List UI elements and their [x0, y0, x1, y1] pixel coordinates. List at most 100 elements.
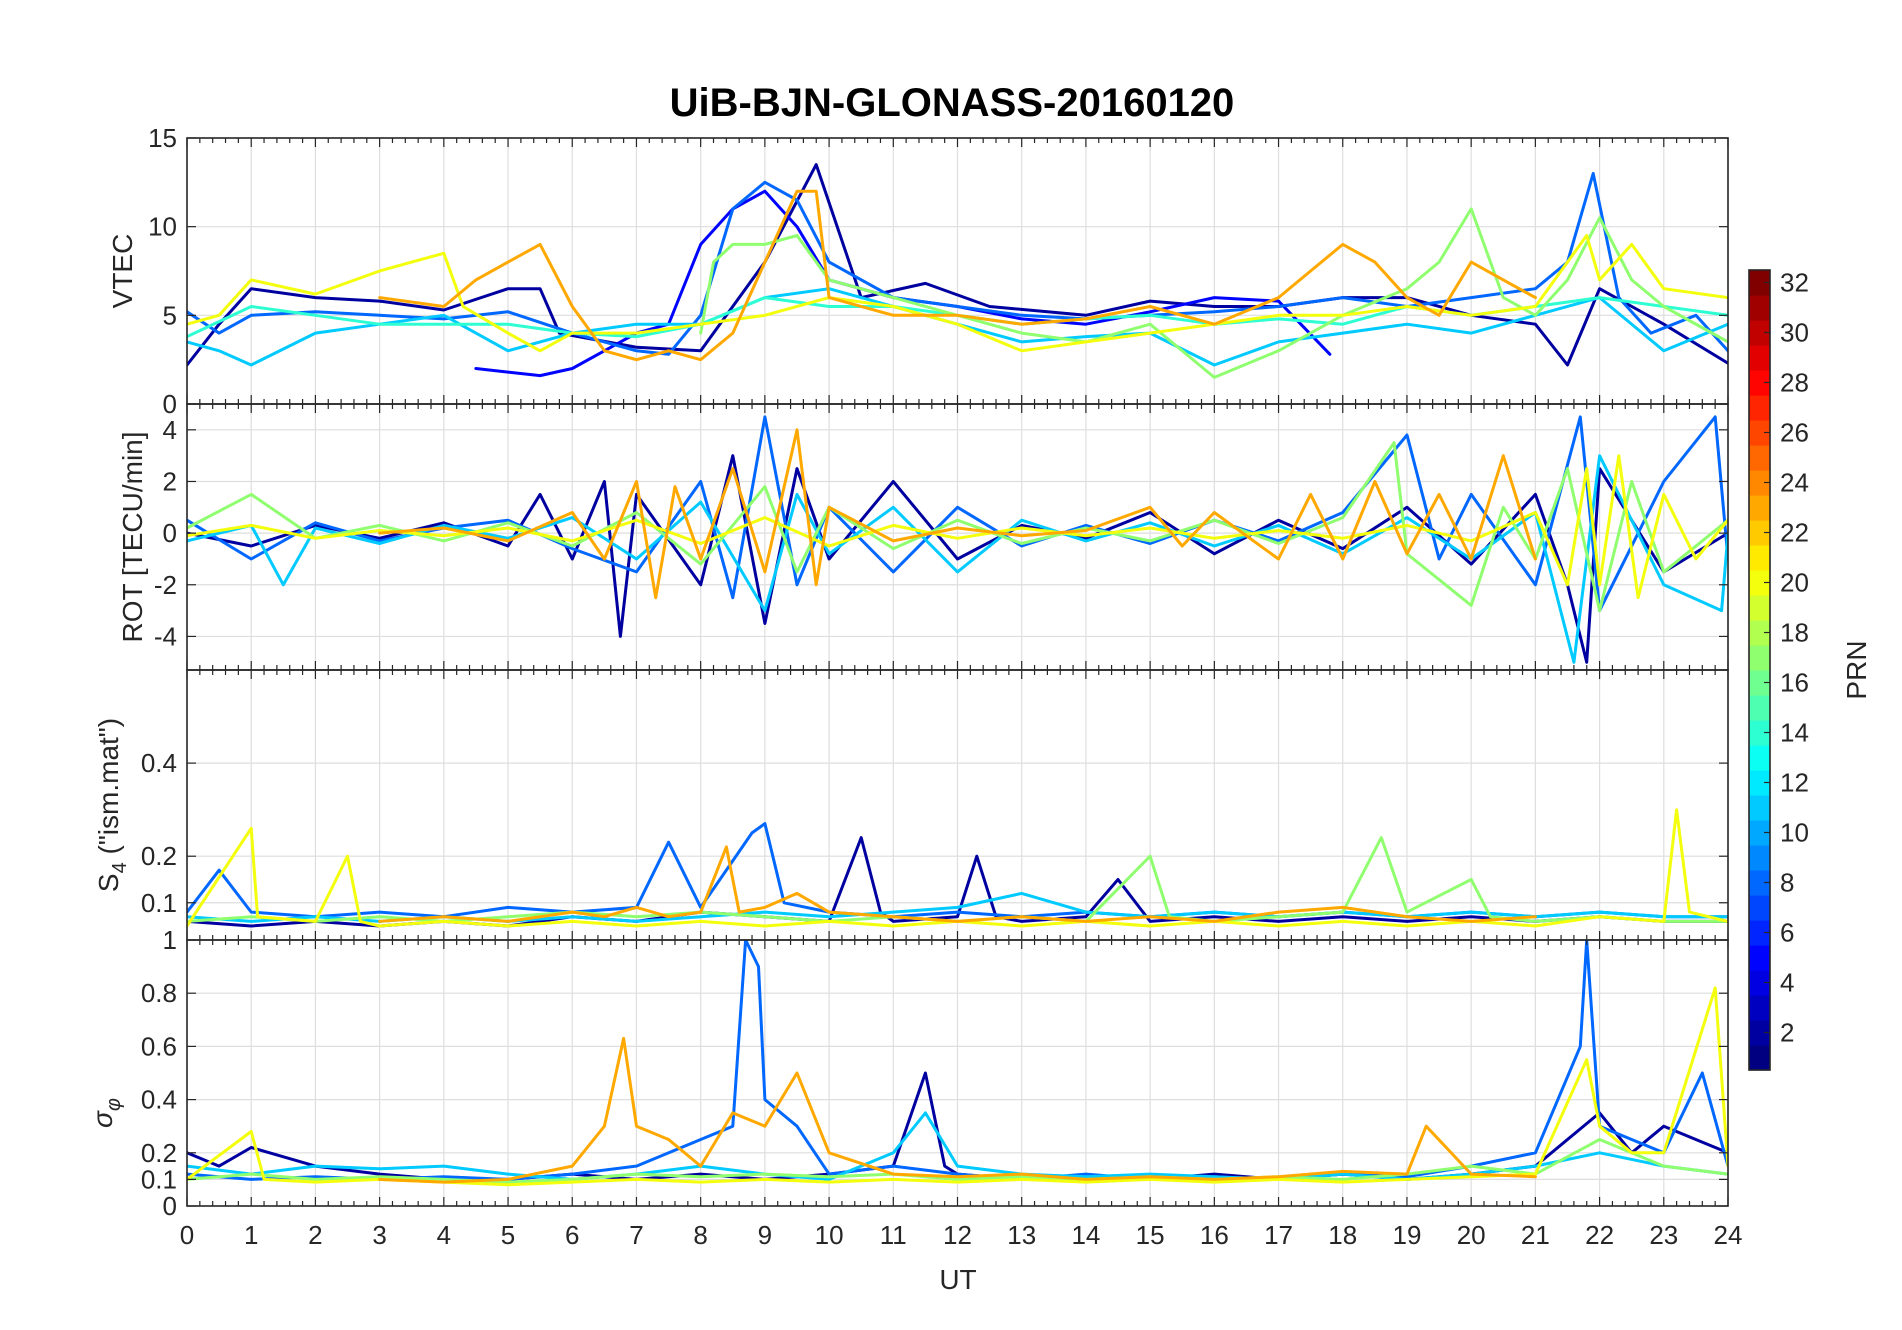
colorbar-tick-label: 30 [1780, 318, 1809, 348]
x-axis-label: UT [939, 1264, 976, 1295]
colorbar-tick-label: 4 [1780, 968, 1794, 998]
traces [187, 415, 1728, 664]
y-label-part: ("ism.mat") [93, 718, 124, 862]
series-prn-20 [187, 454, 1728, 600]
x-tick-label: 1 [244, 1220, 258, 1250]
colorbar-frame [1748, 269, 1771, 1071]
y-tick-label: 0.2 [141, 841, 177, 871]
x-tick-label: 22 [1585, 1220, 1614, 1250]
x-tick-label: 18 [1328, 1220, 1357, 1250]
y-tick-label: 0 [163, 389, 177, 419]
y-label-part: S [93, 873, 124, 892]
x-tick-label: 5 [501, 1220, 515, 1250]
colorbar-segment [1749, 745, 1770, 771]
colorbar-segment [1749, 545, 1770, 571]
series-prn-17 [187, 1138, 1728, 1184]
x-tick-label: 10 [815, 1220, 844, 1250]
y-tick-label: 4 [163, 415, 177, 445]
colorbar-segment [1749, 295, 1770, 321]
series-prn-11 [187, 454, 1728, 664]
colorbar-tick-label: 16 [1780, 668, 1809, 698]
x-tick-label: 4 [437, 1220, 451, 1250]
tick-marks [186, 939, 1729, 1207]
colorbar-tick-label: 10 [1780, 818, 1809, 848]
colorbar-segment [1749, 1020, 1770, 1046]
colorbar-segment [1749, 270, 1770, 296]
x-tick-label: 6 [565, 1220, 579, 1250]
chart-title: UiB-BJN-GLONASS-20160120 [670, 81, 1235, 125]
colorbar-segment [1749, 370, 1770, 396]
colorbar-segment [1749, 995, 1770, 1021]
tick-marks [186, 404, 1729, 670]
colorbar-segment [1749, 320, 1770, 346]
colorbar-tick-label: 24 [1780, 468, 1809, 498]
colorbar-tick-label: 32 [1780, 268, 1809, 298]
grid [186, 137, 1729, 405]
colorbar-segment [1749, 820, 1770, 846]
y-label-subscript: φ [103, 1098, 125, 1111]
series-prn-17 [699, 207, 1728, 379]
y-label-subscript: 4 [109, 862, 131, 873]
colorbar-segment [1749, 345, 1770, 371]
x-tick-label: 17 [1264, 1220, 1293, 1250]
series-prn-23 [378, 428, 1537, 600]
colorbar-segment [1749, 645, 1770, 671]
series-prn-20 [187, 808, 1728, 928]
colorbar-segment [1749, 845, 1770, 871]
colorbar-segment [1749, 445, 1770, 471]
y-tick-label: 0 [163, 518, 177, 548]
colorbar-segment [1749, 720, 1770, 746]
colorbar-tick-label: 6 [1780, 918, 1794, 948]
x-tick-label: 19 [1392, 1220, 1421, 1250]
y-tick-label: 0.2 [141, 1138, 177, 1168]
y-label-part: σ [87, 1110, 118, 1128]
x-tick-label: 14 [1071, 1220, 1100, 1250]
colorbar-tick-label: 2 [1780, 1018, 1794, 1048]
y-axis-label: S4 ("ism.mat") [93, 718, 131, 892]
colorbar-tick-label: 28 [1780, 368, 1809, 398]
x-tick-label: 20 [1457, 1220, 1486, 1250]
series-prn-11 [187, 1111, 1728, 1181]
colorbar-segment [1749, 1045, 1770, 1071]
colorbar-segment [1749, 870, 1770, 896]
colorbar-segment [1749, 570, 1770, 596]
colorbar-segment [1749, 795, 1770, 821]
y-tick-label: 5 [163, 300, 177, 330]
colorbar-segment [1749, 470, 1770, 496]
y-tick-label: 0 [163, 1191, 177, 1221]
x-tick-label: 15 [1136, 1220, 1165, 1250]
colorbar-tick-label: 18 [1780, 618, 1809, 648]
series-prn-23 [378, 1036, 1537, 1184]
colorbar-tick-label: 8 [1780, 868, 1794, 898]
y-tick-label: 2 [163, 466, 177, 496]
colorbar-tick-label: 20 [1780, 568, 1809, 598]
x-tick-label: 21 [1521, 1220, 1550, 1250]
y-tick-label: -4 [154, 621, 177, 651]
grid [186, 670, 1729, 940]
x-tick-label: 16 [1200, 1220, 1229, 1250]
colorbar-segment [1749, 495, 1770, 521]
y-axis-label: VTEC [107, 234, 138, 309]
y-tick-label: 0.6 [141, 1031, 177, 1061]
x-tick-label: 7 [629, 1220, 643, 1250]
y-tick-label: 0.1 [141, 888, 177, 918]
y-tick-label: 0.4 [141, 748, 177, 778]
tick-marks [186, 670, 1729, 940]
traces [187, 163, 1728, 379]
colorbar-label: PRN [1841, 640, 1872, 699]
series-prn-8 [187, 415, 1728, 613]
colorbar-segment [1749, 420, 1770, 446]
y-tick-label: 0.1 [141, 1164, 177, 1194]
y-tick-label: 0.4 [141, 1085, 177, 1115]
x-tick-label: 9 [758, 1220, 772, 1250]
colorbar-segment [1749, 395, 1770, 421]
series-prn-20 [187, 234, 1728, 353]
colorbar-tick-label: 12 [1780, 768, 1809, 798]
panel-s4: 0.1 0.2 0.4 S4 ("ism.mat") [93, 669, 1729, 941]
colorbar-segment [1749, 520, 1770, 546]
colorbar-segment [1749, 695, 1770, 721]
y-tick-label: 1 [163, 925, 177, 955]
colorbar-segment [1749, 895, 1770, 921]
y-tick-label: 0.8 [141, 978, 177, 1008]
